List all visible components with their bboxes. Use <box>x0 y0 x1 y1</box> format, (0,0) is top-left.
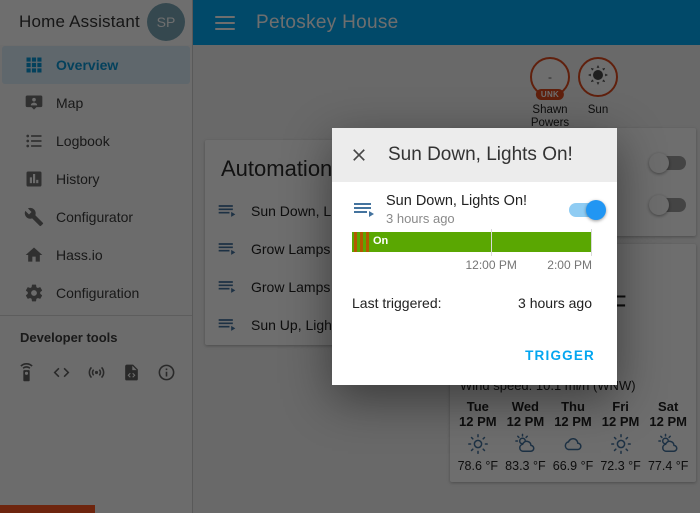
timeline-bar: On <box>352 229 592 256</box>
dialog-title: Sun Down, Lights On! <box>388 144 573 165</box>
entity-row: Sun Down, Lights On! 3 hours ago <box>352 192 606 227</box>
last-triggered-label: Last triggered: <box>352 295 442 311</box>
entity-name: Sun Down, Lights On! <box>386 193 528 209</box>
entity-last-changed: 3 hours ago <box>386 211 455 226</box>
axis-tick: 12:00 PM <box>465 258 517 272</box>
close-icon[interactable] <box>349 145 369 165</box>
trigger-button[interactable]: TRIGGER <box>523 344 597 367</box>
timeline-axis: 12:00 PM 2:00 PM <box>352 258 593 276</box>
entity-toggle-switch[interactable] <box>569 199 606 220</box>
timeline-gridline <box>591 229 592 256</box>
timeline-warn-segment <box>354 232 369 252</box>
more-info-dialog: Sun Down, Lights On! Sun Down, Lights On… <box>332 128 617 385</box>
last-triggered-row: Last triggered: 3 hours ago <box>352 295 592 311</box>
timeline-state-label: On <box>373 235 389 247</box>
entity-text: Sun Down, Lights On! 3 hours ago <box>386 192 569 227</box>
state-history-timeline: On 12:00 PM 2:00 PM <box>352 229 593 276</box>
axis-tick: 2:00 PM <box>547 258 592 272</box>
timeline-gridline <box>491 229 493 256</box>
dialog-header: Sun Down, Lights On! <box>332 128 617 182</box>
last-triggered-value: 3 hours ago <box>518 295 592 311</box>
playlist-play-icon <box>352 198 376 222</box>
